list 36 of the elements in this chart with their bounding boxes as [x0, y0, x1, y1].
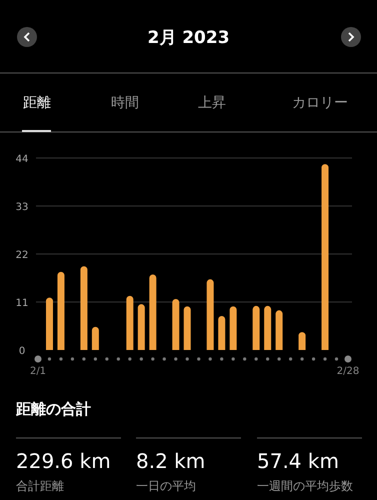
- y-tick-label: 22: [16, 250, 28, 261]
- y-tick-label: 33: [16, 202, 28, 213]
- text: 時間: [111, 95, 139, 111]
- y-tick-label: 44: [16, 154, 28, 165]
- text: 229.6 km: [16, 449, 111, 473]
- chart-title: 2月 2023: [147, 28, 230, 48]
- bar: [138, 304, 145, 350]
- text: 一日の平均: [136, 479, 196, 493]
- bar: [298, 332, 306, 350]
- text: 合計距離: [16, 479, 64, 493]
- text: 距離の合計: [15, 400, 91, 418]
- bar: [92, 326, 99, 350]
- text: カロリー: [292, 95, 348, 111]
- text: 距離: [23, 95, 51, 111]
- bar: [57, 272, 64, 350]
- bar: [276, 310, 283, 350]
- bar: [80, 266, 88, 350]
- bar: [230, 306, 237, 350]
- text: 57.4 km: [257, 449, 339, 473]
- bar: [218, 316, 226, 350]
- bar: [172, 298, 180, 350]
- text: 8.2 km: [136, 449, 206, 473]
- text: 上昇: [198, 95, 226, 111]
- y-tick-label: 0: [18, 346, 26, 357]
- bar: [184, 306, 191, 350]
- x-tick-label: 2/28: [336, 366, 360, 377]
- y-tick-label: 11: [16, 298, 28, 309]
- bar: [46, 298, 53, 350]
- bar: [126, 296, 134, 350]
- x-tick-label: 2/1: [30, 366, 46, 377]
- bar: [252, 306, 260, 350]
- bar: [149, 274, 156, 350]
- bar: [264, 306, 272, 350]
- text: 一週間の平均歩数: [257, 479, 353, 493]
- bar: [322, 164, 329, 350]
- bar: [206, 279, 214, 350]
